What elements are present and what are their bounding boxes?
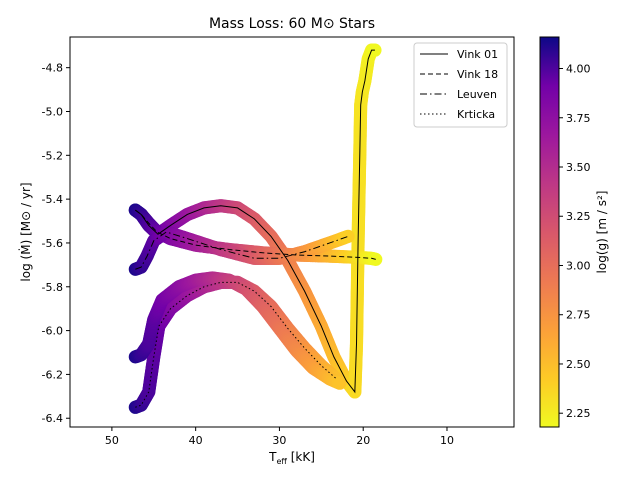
colorbar-ticks: 2.25 2.50 2.75 3.00 3.25 3.50 3.75 4.00 xyxy=(559,63,591,420)
colorbar xyxy=(539,36,560,428)
x-axis-label: Teff [kK] xyxy=(268,450,315,466)
y-tick-label: -5.4 xyxy=(42,193,63,206)
y-ticks: -6.4 -6.2 -6.0 -5.8 -5.6 -5.4 -5.2 -5.0 -4.8 xyxy=(42,62,70,425)
x-tick-label: 50 xyxy=(105,434,119,447)
markers-layer xyxy=(128,43,383,414)
lines-layer xyxy=(135,49,376,408)
colorbar-tick-label: 3.50 xyxy=(566,161,591,174)
series-krticka-line xyxy=(135,281,337,408)
legend: Vink 01 Vink 18 Leuven Krticka xyxy=(413,42,508,128)
marker xyxy=(333,376,347,390)
colorbar-tick-label: 3.00 xyxy=(566,259,591,272)
legend-entry-leuven: Leuven xyxy=(457,88,497,101)
colorbar-tick-label: 3.25 xyxy=(566,210,591,223)
legend-box xyxy=(413,42,508,128)
series-leuven-markers xyxy=(128,225,355,276)
legend-entry-vink-18: Vink 18 xyxy=(457,68,498,81)
y-tick-label: -6.0 xyxy=(42,325,63,338)
y-tick-label: -5.6 xyxy=(42,237,63,250)
series-vink-01-markers xyxy=(128,43,382,399)
marker xyxy=(341,229,355,243)
legend-entry-krticka: Krticka xyxy=(457,108,495,121)
x-tick-label: 20 xyxy=(356,434,370,447)
x-ticks: 50 40 30 20 10 xyxy=(105,427,454,447)
colorbar-tick-label: 2.50 xyxy=(566,358,591,371)
y-axis-label: log (Ṁ) [M⊙ / yr] xyxy=(18,182,33,281)
y-tick-label: -5.8 xyxy=(42,281,63,294)
y-tick-label: -4.8 xyxy=(42,62,63,75)
series-vink-18-line xyxy=(135,209,376,260)
colorbar-label: log(g) [m / s²] xyxy=(595,191,609,274)
x-axis-label-sub: eff xyxy=(276,457,287,466)
x-tick-label: 10 xyxy=(440,434,454,447)
series-leuven-line xyxy=(135,231,349,270)
x-axis-label-unit: [kK] xyxy=(287,450,315,464)
legend-entry-vink-01: Vink 01 xyxy=(457,48,498,61)
colorbar-tick-label: 2.25 xyxy=(566,407,591,420)
y-tick-label: -5.2 xyxy=(42,149,63,162)
series-vink-01-line xyxy=(135,49,375,394)
x-tick-label: 30 xyxy=(272,434,286,447)
colorbar-tick-label: 3.75 xyxy=(566,112,591,125)
colorbar-tick-label: 4.00 xyxy=(566,63,591,76)
x-tick-label: 40 xyxy=(189,434,203,447)
series-extra-markers xyxy=(128,271,347,390)
y-tick-label: -5.0 xyxy=(42,105,63,118)
y-tick-label: -6.4 xyxy=(42,412,63,425)
y-tick-label: -6.2 xyxy=(42,368,63,381)
chart-title: Mass Loss: 60 M⊙ Stars xyxy=(209,16,375,32)
plot-frame xyxy=(69,36,515,428)
colorbar-tick-label: 2.75 xyxy=(566,309,591,322)
